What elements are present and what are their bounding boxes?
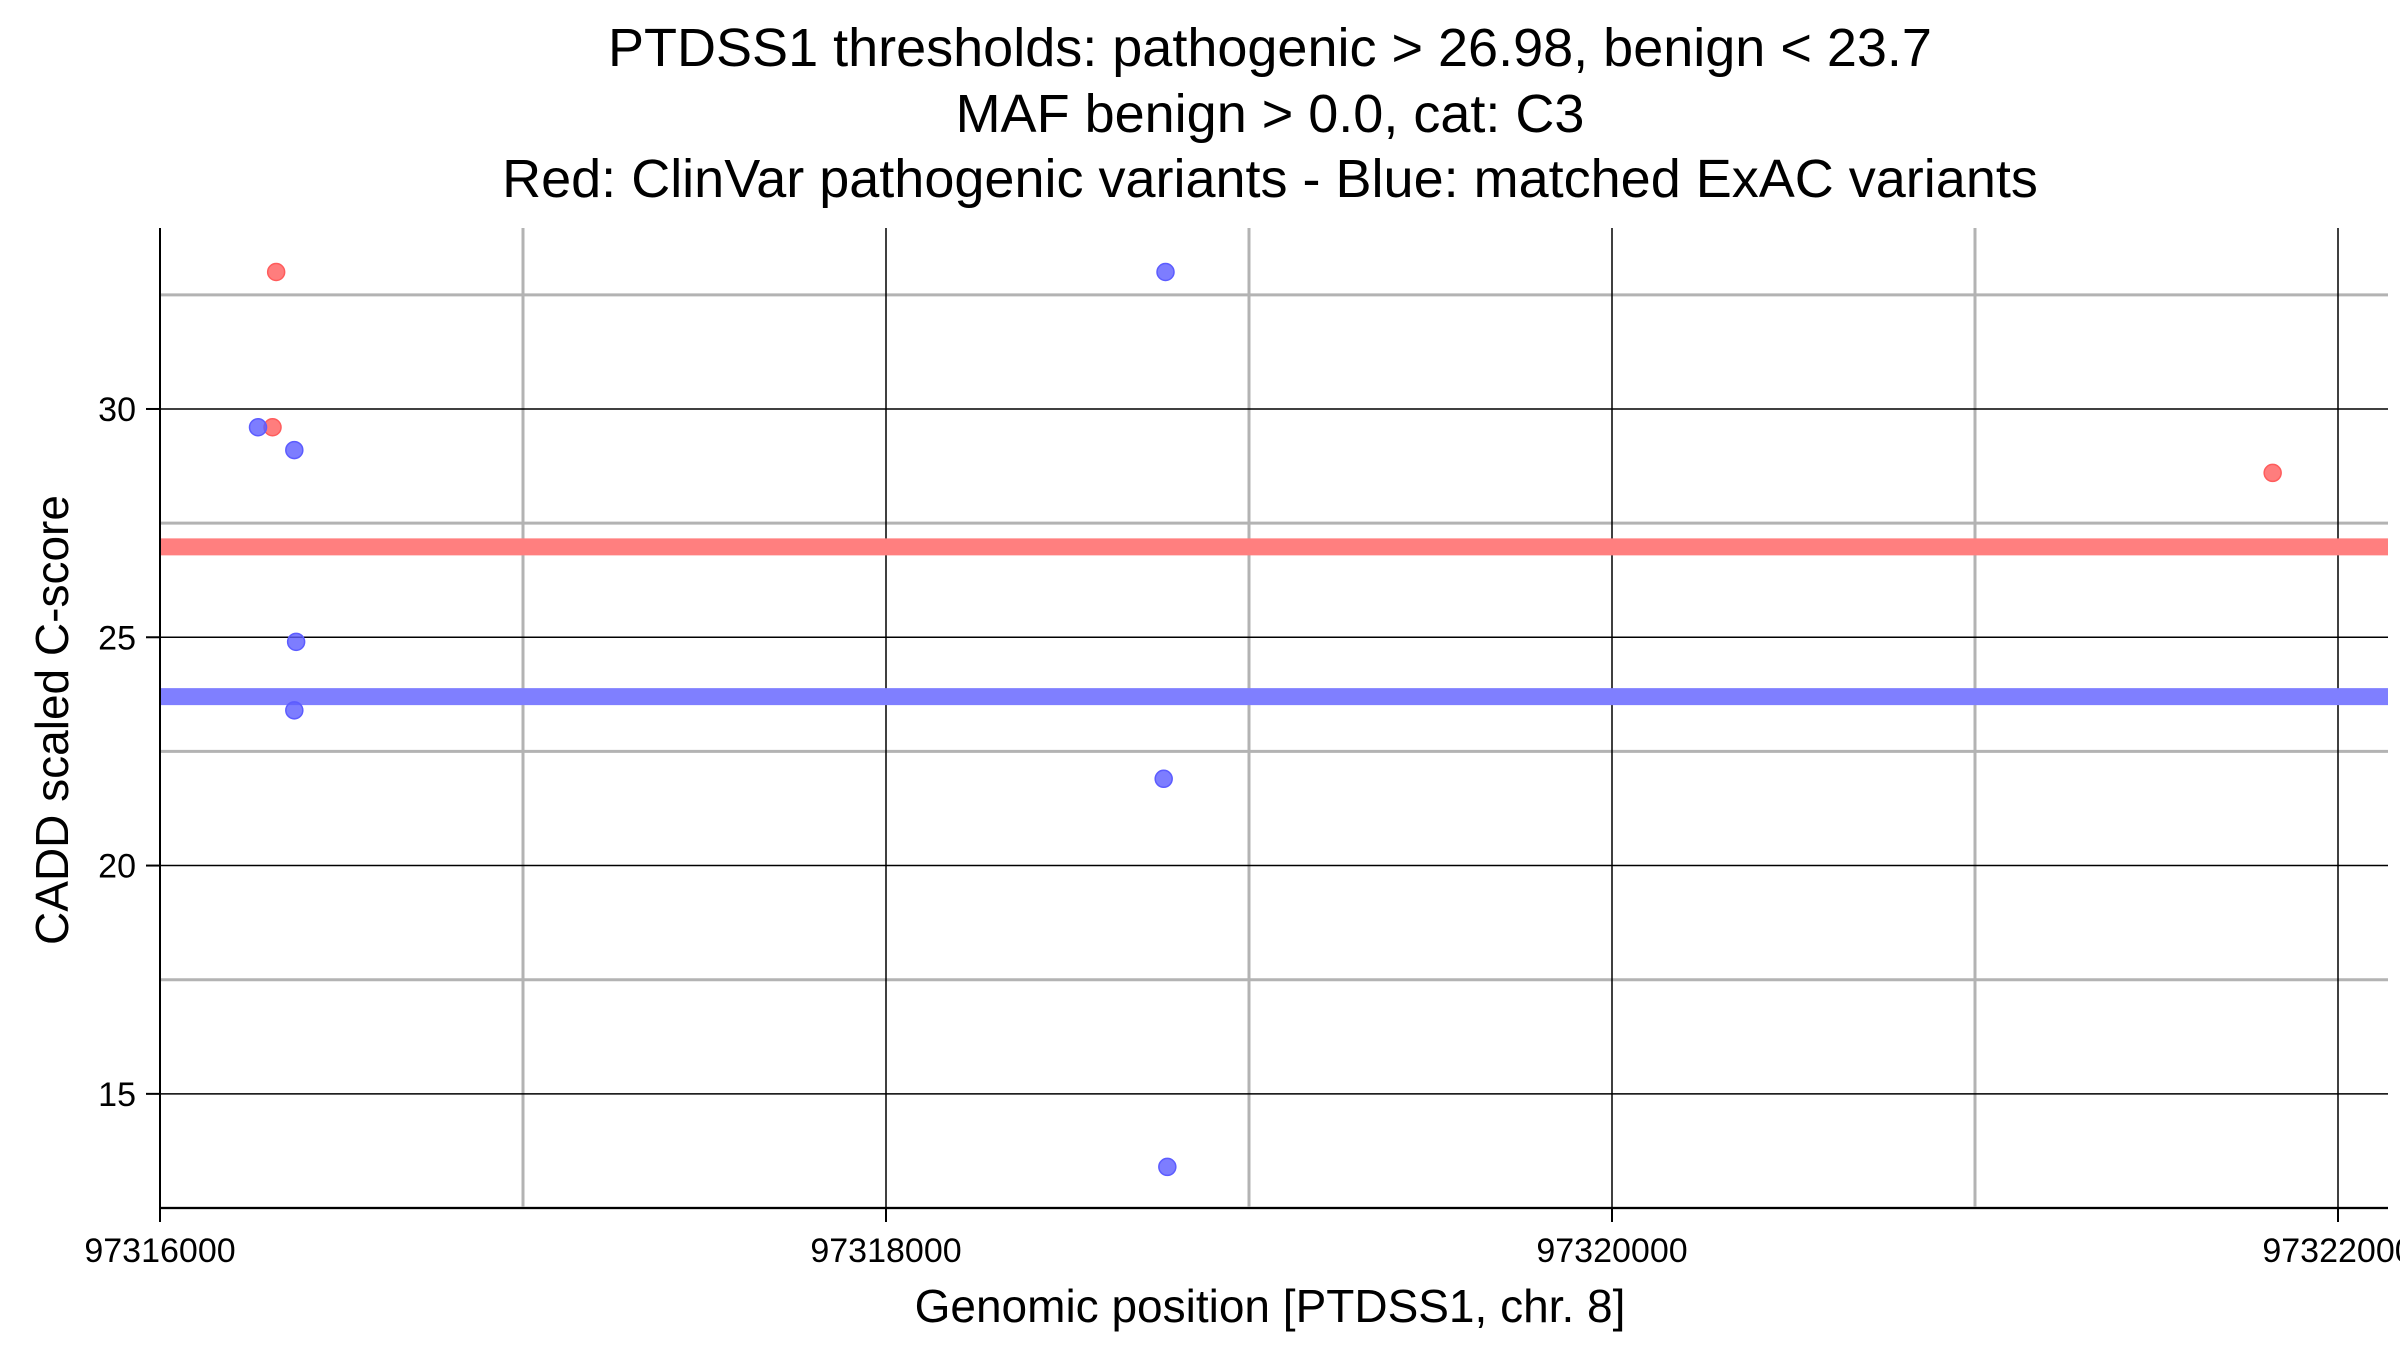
title-line-3: Red: ClinVar pathogenic variants - Blue:…: [502, 149, 2038, 209]
y-tick-label: 20: [98, 848, 136, 886]
exac-matched-point: [286, 632, 306, 652]
exac-matched-point: [1154, 769, 1173, 789]
title-line-2: MAF benign > 0.0, cat: C3: [956, 84, 1585, 144]
y-tick-label: 15: [98, 1076, 136, 1114]
y-tick-label: 30: [98, 391, 136, 429]
exac-matched-point: [248, 417, 268, 437]
clinvar-pathogenic-point: [2263, 463, 2282, 483]
data-points: [248, 262, 2282, 1177]
exac-matched-point: [1158, 1157, 1177, 1177]
x-tick-label: 97322000: [2262, 1232, 2400, 1270]
x-tick-label: 97316000: [84, 1232, 235, 1270]
exac-matched-point: [285, 440, 304, 460]
threshold-lines: [160, 538, 2388, 706]
x-tick-label: 97320000: [1536, 1232, 1687, 1270]
chart-title: PTDSS1 thresholds: pathogenic > 26.98, b…: [502, 18, 2038, 209]
clinvar-pathogenic-point: [266, 262, 286, 282]
exac-matched-point: [285, 701, 304, 720]
x-axis-label: Genomic position [PTDSS1, chr. 8]: [915, 1280, 1626, 1332]
y-axis-label: CADD scaled C-score: [26, 495, 78, 945]
x-tick-label: 97318000: [810, 1232, 961, 1270]
y-tick-label: 25: [98, 619, 136, 657]
exac-matched-point: [1156, 262, 1175, 282]
title-line-1: PTDSS1 thresholds: pathogenic > 26.98, b…: [608, 18, 1932, 78]
grid: [159, 228, 2388, 1210]
axes: 97316000 97318000 97320000 97322000 15 20 25 30: [84, 228, 2400, 1270]
